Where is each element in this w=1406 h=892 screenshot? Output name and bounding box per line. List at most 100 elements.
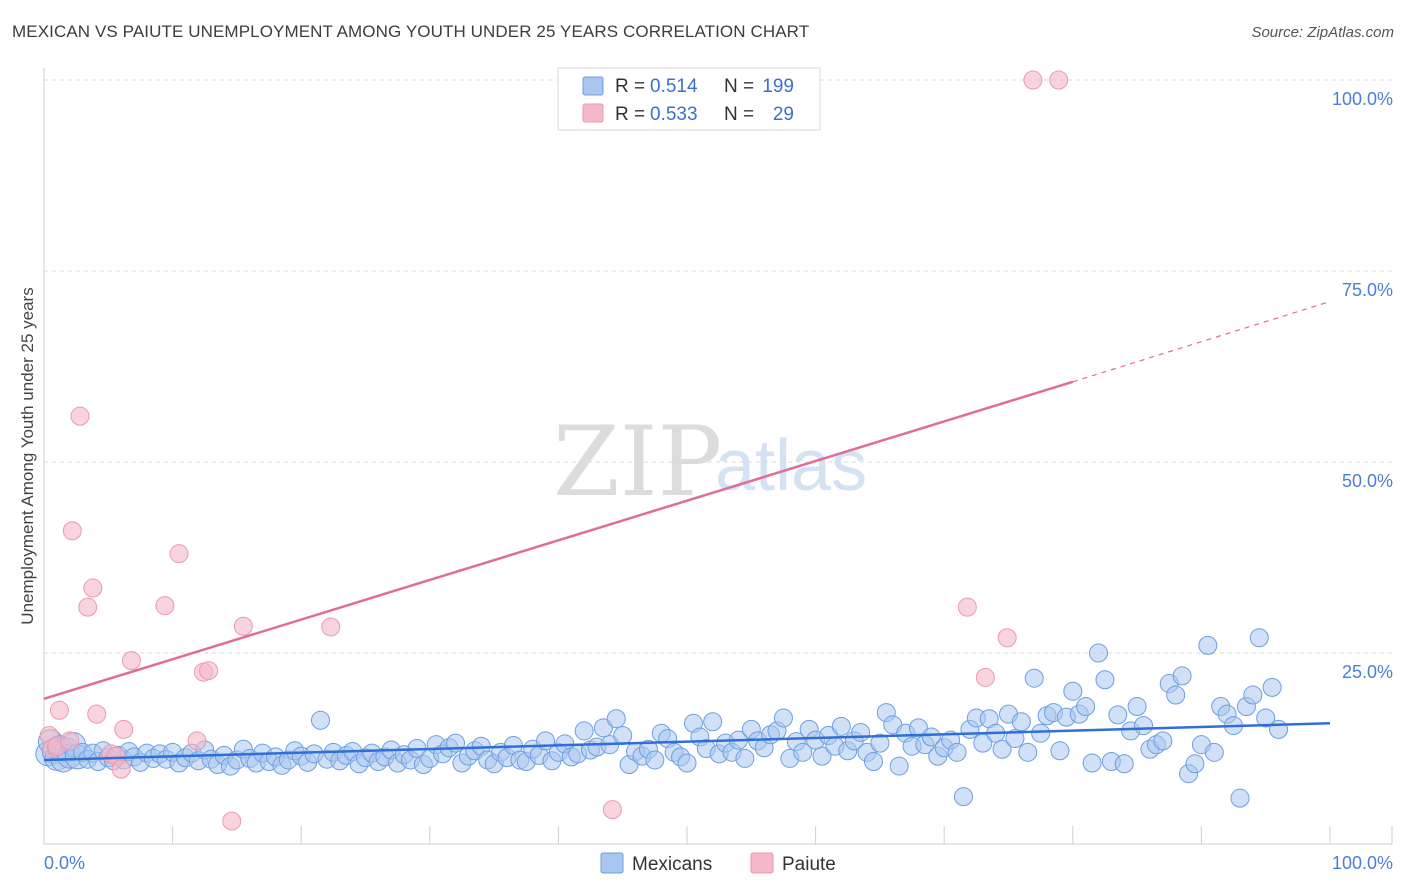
paiute-point-17	[187, 731, 207, 751]
mexicans-point-168	[1076, 696, 1096, 716]
mexicans-points	[35, 628, 1289, 808]
mexicans-point-121	[773, 708, 793, 728]
paiute-point-25	[997, 628, 1017, 648]
legend-r-label-0: R =	[615, 76, 645, 97]
paiute-point-22	[321, 617, 341, 637]
mexicans-point-106	[677, 753, 697, 773]
mexicans-point-183	[1172, 666, 1192, 686]
paiute-point-20	[222, 811, 242, 831]
mexicans-point-93	[593, 718, 613, 738]
mexicans-point-197	[1262, 677, 1282, 697]
bottom-legend-swatch-paiute	[750, 852, 774, 874]
legend-n-label-1: N =	[724, 104, 754, 125]
mexicans-point-158	[1011, 712, 1031, 732]
mexicans-point-169	[1082, 753, 1102, 773]
bottom-legend-swatch-mexicans	[600, 852, 624, 874]
mexicans-point-195	[1249, 628, 1269, 648]
y-tick-label-0: 100.0%	[1332, 89, 1393, 109]
mexicans-point-160	[1024, 668, 1044, 688]
y-tick-labels: 100.0% 75.0% 50.0% 25.0%	[1332, 89, 1393, 682]
paiute-point-12	[111, 759, 131, 779]
x-tick-label-1: 100.0%	[1332, 853, 1393, 873]
y-tick-label-1: 75.0%	[1342, 280, 1393, 300]
paiute-trend-line	[43, 380, 1074, 701]
mexicans-trend-line	[43, 722, 1331, 762]
mexicans-point-157	[1005, 729, 1025, 749]
legend-swatch-paiute	[582, 103, 604, 123]
paiute-point-8	[83, 578, 103, 598]
mexicans-point-166	[1063, 681, 1083, 701]
paiute-point-3	[49, 700, 69, 720]
paiute-point-15	[155, 596, 175, 616]
mexicans-point-90	[574, 721, 594, 741]
mexicans-point-49	[310, 710, 330, 730]
mexicans-point-174	[1114, 754, 1134, 774]
paiute-point-27	[1023, 70, 1043, 90]
mexicans-point-185	[1185, 754, 1205, 774]
legend-n-value-1: 29	[773, 104, 794, 125]
mexicans-point-149	[953, 787, 973, 807]
mexicans-point-196	[1256, 708, 1276, 728]
x-ticks	[172, 826, 1393, 844]
axes	[43, 68, 1392, 845]
legend-r-label-1: R =	[615, 104, 645, 125]
x-tick-label-0: 0.0%	[44, 853, 85, 873]
legend-swatch-mexicans	[582, 76, 604, 96]
mexicans-point-142	[908, 718, 928, 738]
paiute-point-23	[602, 800, 622, 820]
paiute-point-26	[975, 667, 995, 687]
mexicans-point-198	[1269, 719, 1289, 739]
paiute-trend-extension	[1072, 300, 1331, 383]
mexicans-point-144	[921, 727, 941, 747]
mexicans-point-136	[870, 733, 890, 753]
mexicans-point-133	[851, 722, 871, 742]
paiute-point-6	[70, 406, 90, 426]
paiute-point-4	[60, 731, 80, 751]
mexicans-point-187	[1198, 635, 1218, 655]
bottom-legend-label-paiute: Paiute	[782, 854, 836, 875]
paiute-point-5	[62, 521, 82, 541]
mexicans-point-188	[1204, 742, 1224, 762]
bottom-legend-label-mexicans: Mexicans	[632, 854, 712, 875]
legend-n-value-0: 199	[762, 76, 794, 97]
legend-n-label-0: N =	[724, 76, 754, 97]
chart-title: MEXICAN VS PAIUTE UNEMPLOYMENT AMONG YOU…	[12, 22, 810, 41]
mexicans-point-194	[1243, 685, 1263, 705]
mexicans-point-95	[606, 709, 626, 729]
mexicans-point-177	[1134, 716, 1154, 736]
mexicans-point-180	[1153, 731, 1173, 751]
bottom-legend: Mexicans Paiute	[600, 852, 836, 875]
paiute-point-19	[199, 661, 219, 681]
mexicans-point-173	[1108, 705, 1128, 725]
y-tick-label-3: 25.0%	[1342, 662, 1393, 682]
trend-lines	[43, 300, 1331, 762]
mexicans-point-182	[1166, 685, 1186, 705]
watermark-atlas: atlas	[715, 426, 867, 506]
paiute-point-24	[957, 597, 977, 617]
paiute-point-21	[233, 616, 253, 636]
paiute-point-7	[78, 597, 98, 617]
paiute-point-28	[1049, 70, 1069, 90]
paiute-point-14	[121, 651, 141, 671]
paiute-point-9	[87, 704, 107, 724]
mexicans-point-148	[947, 742, 967, 762]
y-axis-label: Unemployment Among Youth under 25 years	[18, 287, 37, 624]
mexicans-point-159	[1018, 742, 1038, 762]
paiute-point-13	[114, 719, 134, 739]
mexicans-point-139	[889, 756, 909, 776]
mexicans-point-155	[992, 739, 1012, 759]
mexicans-point-171	[1095, 670, 1115, 690]
mexicans-point-96	[613, 726, 633, 746]
mexicans-point-192	[1230, 788, 1250, 808]
mexicans-point-101	[645, 750, 665, 770]
source-label: Source: ZipAtlas.com	[1251, 24, 1394, 41]
legend-r-value-0: 0.514	[650, 76, 698, 97]
mexicans-point-127	[812, 746, 832, 766]
legend-r-value-1: 0.533	[650, 104, 698, 125]
mexicans-point-164	[1050, 741, 1070, 761]
mexicans-point-161	[1031, 723, 1051, 743]
mexicans-point-135	[863, 751, 883, 771]
grid-lines	[44, 79, 1392, 654]
mexicans-point-110	[703, 712, 723, 732]
